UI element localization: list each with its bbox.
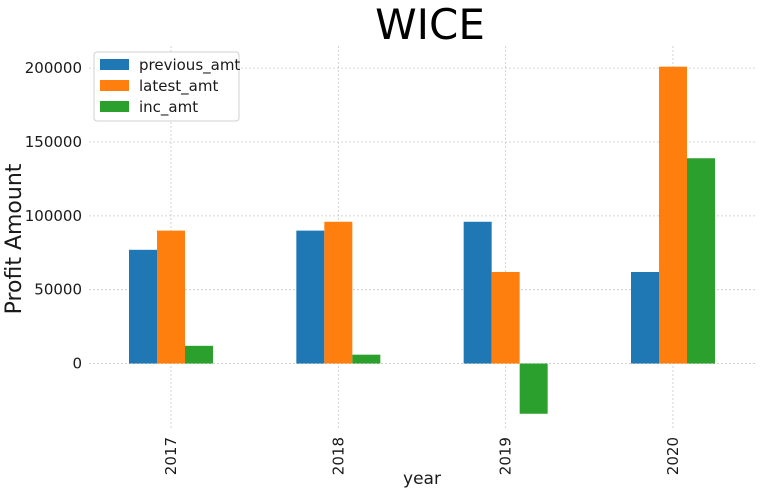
legend: previous_amt latest_amt inc_amt: [93, 51, 240, 122]
legend-frame: [93, 51, 240, 122]
y-axis-label: Profit Amount: [2, 163, 27, 314]
y-tick-label: 50000: [34, 281, 82, 299]
bar-previous_amt-2018: [296, 230, 325, 364]
legend-label-previous_amt: previous_amt: [139, 56, 240, 75]
bar-latest_amt-2019: [491, 271, 520, 364]
bar-latest_amt-2017: [157, 230, 185, 364]
legend-swatch-latest_amt: [100, 80, 129, 91]
y-tick-label: 100000: [25, 207, 82, 225]
x-tick-label: 2019: [497, 437, 515, 475]
chart-title: WICE: [375, 0, 485, 49]
bar-inc_amt-2020: [687, 158, 715, 364]
legend-label-inc_amt: inc_amt: [139, 98, 198, 117]
x-tick-label: 2020: [664, 437, 682, 475]
x-axis-label: year: [403, 469, 441, 489]
legend-label-latest_amt: latest_amt: [139, 77, 218, 96]
bar-inc_amt-2019: [519, 363, 548, 414]
bar-latest_amt-2018: [324, 221, 353, 364]
legend-swatch-inc_amt: [100, 101, 129, 112]
bar-inc_amt-2018: [352, 354, 381, 364]
bar-latest_amt-2020: [659, 66, 687, 364]
legend-swatch-previous_amt: [100, 59, 129, 70]
y-tick-label: 200000: [25, 59, 82, 77]
y-tick-labels: 0 50000 100000 150000 200000: [25, 59, 82, 372]
x-tick-label: 2017: [162, 437, 180, 475]
bars: [129, 66, 715, 414]
bar-inc_amt-2017: [185, 345, 213, 364]
x-tick-labels: 2017 2018 2019 2020: [162, 437, 682, 475]
y-tick-label: 0: [72, 355, 82, 373]
x-tick-label: 2018: [329, 437, 347, 475]
bar-previous_amt-2019: [463, 221, 492, 364]
y-tick-label: 150000: [25, 133, 82, 151]
bar-previous_amt-2020: [631, 271, 659, 364]
bar-previous_amt-2017: [129, 249, 157, 364]
